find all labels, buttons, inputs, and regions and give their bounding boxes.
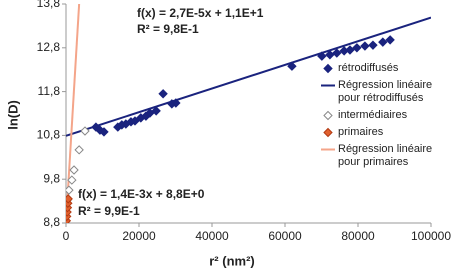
point [378, 37, 388, 47]
point [74, 145, 84, 155]
legend-item: Régression linéaire pour primaires [318, 143, 452, 169]
legend-item: rétrodiffusés [318, 62, 452, 75]
legend-marker [323, 63, 333, 74]
point [158, 89, 168, 99]
legend-symbol [323, 127, 333, 138]
point [385, 35, 395, 45]
point [99, 127, 109, 137]
legend-label: Régression linéaire pour primaires [338, 143, 433, 168]
point [332, 48, 342, 58]
y-tick-label: 12,8 [37, 40, 61, 54]
point [67, 175, 77, 185]
legend-symbol [323, 110, 333, 121]
x-tick-label: 40000 [195, 229, 229, 243]
point [317, 51, 327, 61]
point [171, 98, 181, 108]
y-tick-label: 9,8 [43, 171, 60, 185]
point [151, 106, 161, 116]
point [130, 116, 140, 126]
regression-line [66, 16, 431, 137]
legend: rétrodiffusés Régression linéaire pour ré… [318, 62, 452, 173]
y-tick-label: 11,8 [38, 84, 61, 98]
y-tick-label: 10,8 [37, 128, 61, 142]
legend-item: intermédiaires [318, 109, 452, 122]
point [80, 126, 90, 136]
legend-label: Régression linéaire pour rétrodiffusés [338, 79, 433, 104]
point [345, 45, 355, 55]
x-tick-label: 80000 [341, 229, 375, 243]
annotation: R² = 9,9E-1 [78, 204, 140, 218]
legend-symbol [323, 63, 333, 74]
plot-area [66, 4, 431, 223]
x-tick-label: 100000 [411, 229, 451, 243]
point [69, 165, 79, 175]
legend-item: Régression linéaire pour rétrodiffusés [318, 79, 452, 105]
x-tick-label: 20000 [122, 229, 156, 243]
annotation: f(x) = 1,4E-3x + 8,8E+0 [78, 187, 205, 201]
legend-label: rétrodiffusés [338, 62, 399, 74]
y-axis-label: ln(D) [5, 100, 20, 130]
point [66, 194, 73, 204]
annotation: R² = 9,8E-1 [137, 22, 199, 36]
legend-marker [323, 110, 333, 121]
legend-symbol [321, 84, 335, 87]
legend-item: primaires [318, 126, 452, 139]
legend-marker [323, 127, 333, 138]
legend-label: intermédiaires [338, 109, 408, 121]
x-axis-label: r² (nm²) [209, 253, 255, 268]
point [368, 40, 378, 50]
y-tick-label: 13,8 [37, 0, 61, 10]
point [360, 41, 370, 51]
y-tick-label: 8,8 [43, 215, 60, 229]
legend-label: primaires [338, 126, 384, 138]
x-tick-label: 60000 [268, 229, 302, 243]
legend-symbol [321, 148, 335, 151]
point [352, 43, 362, 53]
x-tick-label: 0 [63, 229, 70, 243]
annotation: f(x) = 2,7E-5x + 1,1E+1 [137, 6, 264, 20]
point [287, 61, 297, 71]
point [66, 185, 74, 195]
